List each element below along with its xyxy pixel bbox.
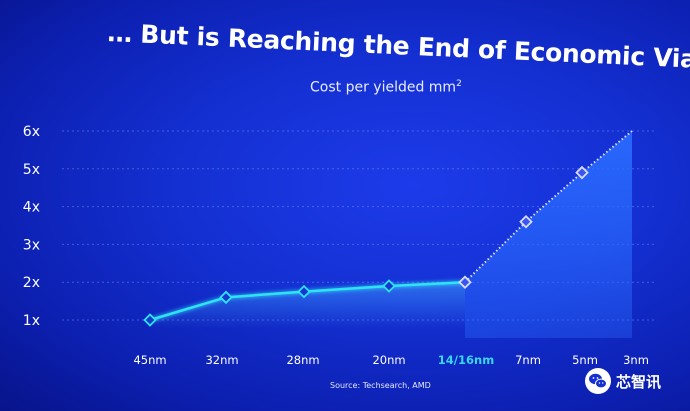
data-point-14/16nm (458, 275, 472, 289)
subtitle-superscript: 2 (456, 79, 462, 89)
watermark-text: 芯智讯 (616, 372, 662, 391)
wechat-logo-icon (585, 368, 611, 394)
solid-segment-glow-area (150, 282, 465, 328)
x-tick-label-32nm: 32nm (205, 353, 238, 367)
data-point-32nm (219, 290, 233, 305)
series-line-projection (464, 130, 633, 283)
x-tick-label-5nm: 5nm (572, 353, 598, 367)
y-tick-label-4x: 4x (23, 200, 40, 216)
data-point-5nm (575, 165, 589, 180)
y-tick-label-6x: 6x (23, 124, 40, 140)
data-point-28nm (297, 284, 311, 299)
y-tick-label-3x: 3x (23, 237, 40, 253)
projection-area (465, 131, 632, 338)
y-tick-label-1x: 1x (23, 313, 40, 329)
y-tick-label-2x: 2x (23, 275, 40, 291)
x-tick-label-28nm: 28nm (286, 353, 319, 367)
chart-subtitle: Cost per yielded mm2 (310, 79, 462, 96)
subtitle-text: Cost per yielded mm (310, 79, 457, 96)
watermark: 芯智讯 (584, 367, 661, 395)
data-point-20nm (382, 279, 396, 293)
data-point-7nm (519, 214, 533, 229)
x-tick-label-7nm: 7nm (515, 353, 541, 367)
source-note: Source: Techsearch, AMD (330, 381, 431, 390)
y-tick-label-5x: 5x (23, 162, 40, 178)
x-tick-label-45nm: 45nm (133, 353, 166, 367)
x-tick-label-14/16nm: 14/16nm (438, 353, 494, 367)
x-tick-label-20nm: 20nm (372, 353, 405, 367)
x-tick-label-3nm: 3nm (623, 353, 649, 367)
data-point-45nm (143, 313, 157, 327)
